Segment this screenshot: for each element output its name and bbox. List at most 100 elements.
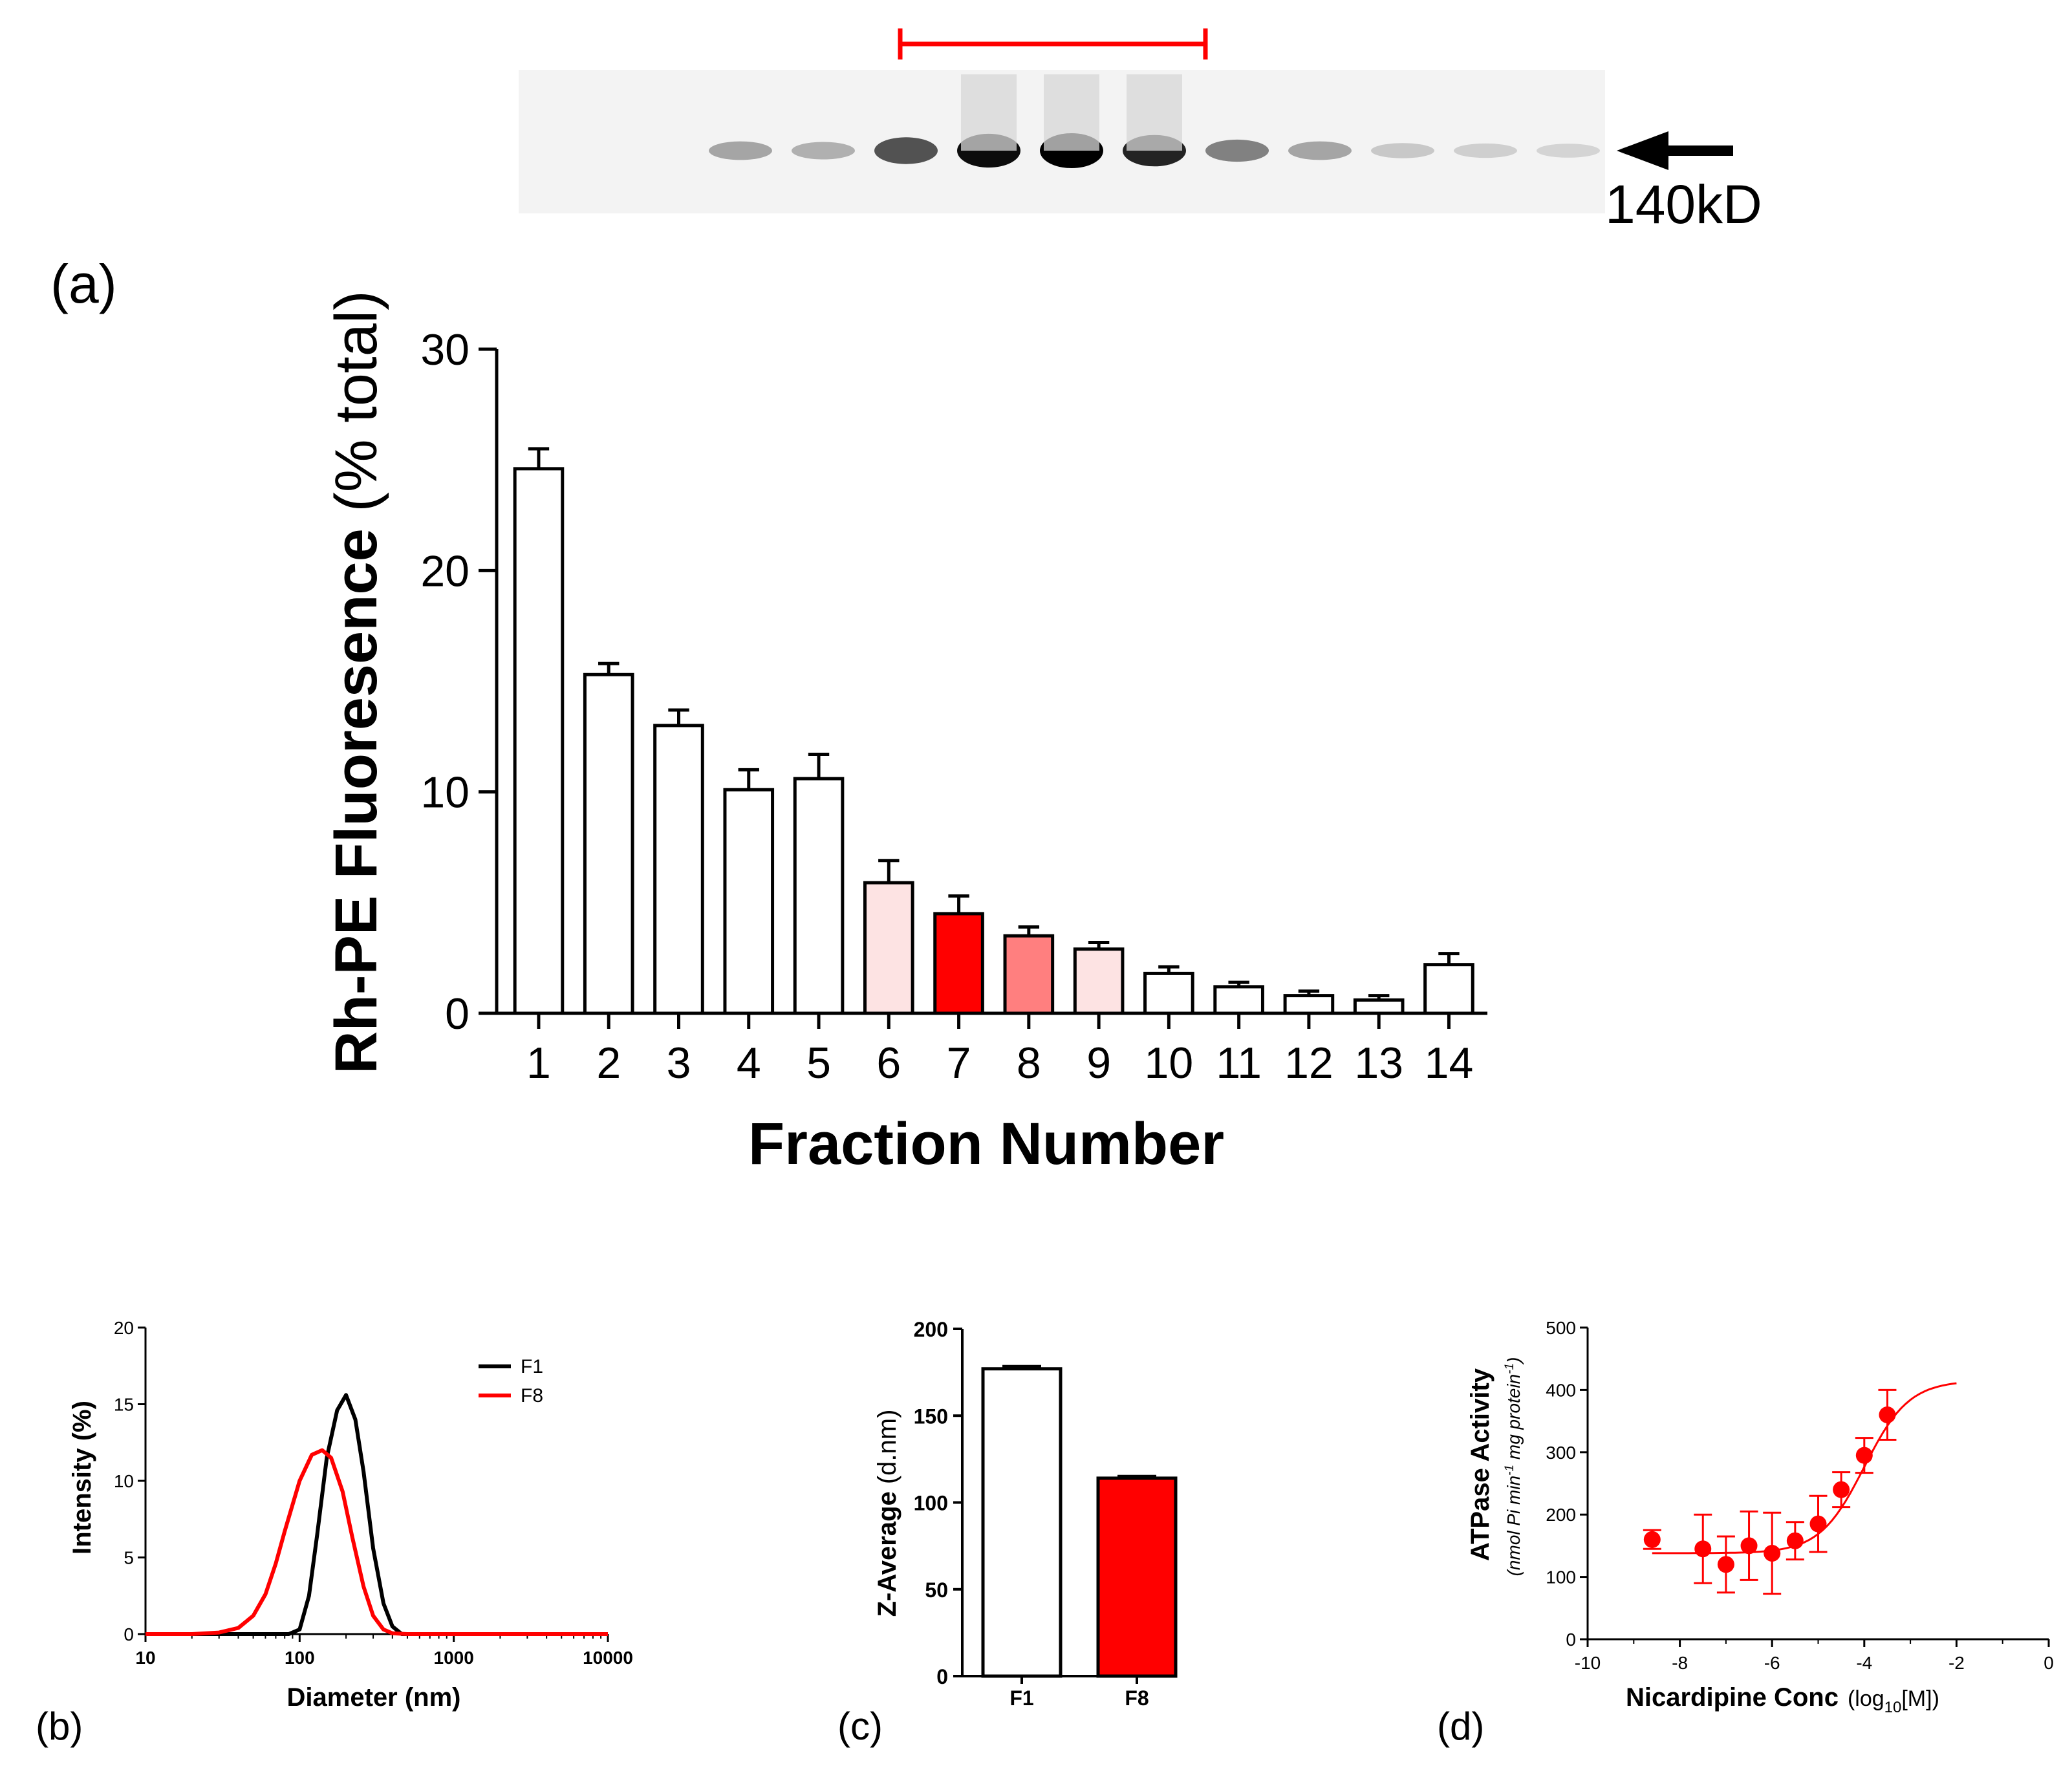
chart-d-ytick-label: 500 — [1546, 1318, 1576, 1338]
chart-d-xlabel-main: Nicardipine Conc — [1626, 1683, 1839, 1712]
chart-a-ytick-label: 30 — [420, 325, 469, 374]
chart-d-xlabel-unit-sub: 10 — [1884, 1699, 1902, 1716]
chart-a-bar — [653, 724, 704, 1015]
panel-label-a: (a) — [50, 253, 117, 314]
chart-d-fit-curve — [1652, 1382, 1957, 1555]
chart-d-ytick-label: 100 — [1546, 1567, 1576, 1588]
chart-a-bar — [1213, 985, 1264, 1015]
chart-d-ylabel-main: ATPase Activity — [1466, 1368, 1495, 1561]
chart-a-xtick-label: 4 — [737, 1039, 761, 1088]
chart-c-ylabel-main: Z-Average — [873, 1491, 901, 1617]
chart-a-xtick-label: 12 — [1284, 1039, 1333, 1088]
chart-d-point — [1740, 1537, 1758, 1555]
chart-b-ylabel: Intensity (%) — [68, 1401, 96, 1555]
chart-c-plot: 0 50 100 150 200 F1 F8 — [914, 1318, 1178, 1710]
chart-d-ylabel-unit: (nmol Pi min-1 mg protein-1) — [1503, 1357, 1524, 1577]
chart-a-ylabel-main: Rh-PE Fluoresence — [323, 528, 389, 1074]
chart-b-ytick-label: 10 — [114, 1471, 134, 1491]
chart-a-bar — [513, 467, 565, 1015]
chart-c-ytick-label: 100 — [914, 1492, 948, 1515]
chart-c-ylabel: Z-Average (d.nm) — [873, 1410, 901, 1617]
chart-b-series-f8 — [146, 1448, 608, 1636]
chart-d-point — [1833, 1481, 1850, 1498]
panel-label-c: (c) — [837, 1705, 883, 1748]
chart-a-ylabel-unit: (% total) — [323, 290, 389, 512]
chart-c-xtick-label: F8 — [1125, 1686, 1149, 1710]
marker-arrow-icon — [1617, 131, 1668, 170]
chart-d-ytick-label: 200 — [1546, 1505, 1576, 1525]
chart-a-ytick-label: 0 — [445, 989, 469, 1039]
blot-band — [1288, 141, 1352, 160]
chart-b-legend-label: F8 — [521, 1385, 543, 1406]
chart-a-bar — [1073, 947, 1125, 1015]
chart-d-point — [1879, 1406, 1896, 1423]
chart-c-ytick-label: 200 — [914, 1318, 948, 1341]
blot-band — [874, 137, 938, 164]
chart-d-xtick-label: 0 — [2044, 1653, 2054, 1673]
chart-a-xtick-label: 5 — [806, 1039, 831, 1088]
chart-b-ytick-label: 15 — [114, 1395, 134, 1415]
chart-b-legend-label: F1 — [521, 1356, 543, 1377]
chart-b-xtick-label: 10000 — [583, 1648, 633, 1668]
chart-a-xtick-label: 3 — [667, 1039, 691, 1088]
chart-d-xtick-label: -2 — [1948, 1653, 1965, 1673]
chart-a-xtick-label: 7 — [947, 1039, 971, 1088]
chart-a-bar — [1003, 934, 1055, 1015]
chart-a-ylabel: Rh-PE Fluoresence (% total) — [323, 290, 389, 1074]
chart-a-xtick-label: 14 — [1425, 1039, 1474, 1088]
chart-a-xtick-label: 2 — [596, 1039, 621, 1088]
chart-d-point — [1764, 1544, 1781, 1562]
blot-band — [1205, 139, 1269, 162]
chart-a-bar — [1283, 994, 1335, 1015]
chart-a-xtick-label: 10 — [1145, 1039, 1194, 1088]
chart-d-xtick-label: -8 — [1672, 1653, 1688, 1673]
chart-a-bar — [933, 912, 984, 1015]
chart-a-xtick-label: 11 — [1216, 1039, 1262, 1088]
panel-label-b: (b) — [36, 1705, 83, 1748]
chart-b-xtick-label: 1000 — [434, 1648, 474, 1668]
chart-c-ylabel-unit: (d.nm) — [873, 1410, 901, 1485]
blot-smear — [961, 74, 1017, 151]
panel-label-d: (d) — [1437, 1705, 1484, 1748]
chart-a-bar — [863, 881, 914, 1015]
chart-d-xlabel-unit-prefix: (log — [1848, 1686, 1884, 1711]
chart-c-bar — [1096, 1476, 1178, 1678]
chart-b-ytick-label: 0 — [124, 1624, 134, 1644]
marker-label: 140kD — [1605, 174, 1762, 235]
chart-a-xtick-label: 1 — [526, 1039, 551, 1088]
chart-a-xtick-label: 8 — [1017, 1039, 1041, 1088]
chart-d-xlabel-unit-suffix: [M]) — [1901, 1686, 1939, 1711]
chart-d-plot: 0 100 200 300 400 500 -10 -8 -6 -4 -2 0 — [1546, 1318, 2054, 1673]
chart-a-bar — [583, 673, 634, 1015]
blot-band — [1454, 143, 1517, 158]
chart-a-bar — [1423, 963, 1474, 1015]
chart-a-xtick-label: 13 — [1354, 1039, 1403, 1088]
chart-b-xlabel: Diameter (nm) — [287, 1683, 461, 1712]
blot-smear — [1044, 74, 1099, 151]
chart-b-xtick-label: 10 — [135, 1648, 155, 1668]
chart-c: 0 50 100 150 200 F1 F8 Z-Average (d.nm) — [873, 1318, 1178, 1710]
chart-a-bar — [723, 788, 775, 1015]
chart-d-point — [1694, 1540, 1712, 1558]
chart-a-xtick-label: 6 — [876, 1039, 901, 1088]
chart-c-bar — [981, 1367, 1063, 1678]
chart-b: 0 5 10 15 20 10 100 1000 10000 F1 F8 Diameter (nm)… — [68, 1318, 633, 1712]
chart-d-xtick-label: -4 — [1856, 1653, 1872, 1673]
blot-band — [792, 142, 855, 160]
blot-band — [709, 141, 772, 160]
chart-c-ytick-label: 150 — [914, 1405, 948, 1428]
chart-c-xtick-label: F1 — [1009, 1686, 1033, 1710]
chart-d-point — [1717, 1556, 1734, 1573]
chart-a-bar — [793, 777, 845, 1015]
chart-b-ytick-label: 5 — [124, 1548, 134, 1568]
chart-b-series-f1 — [146, 1393, 608, 1636]
chart-a-ytick-label: 10 — [420, 768, 469, 817]
blot-smear — [1127, 74, 1182, 151]
chart-d-point — [1855, 1447, 1873, 1464]
western-blot: 140kD — [519, 28, 1762, 235]
chart-a-xlabel: Fraction Number — [748, 1111, 1224, 1177]
chart-c-ytick-label: 50 — [925, 1578, 948, 1602]
